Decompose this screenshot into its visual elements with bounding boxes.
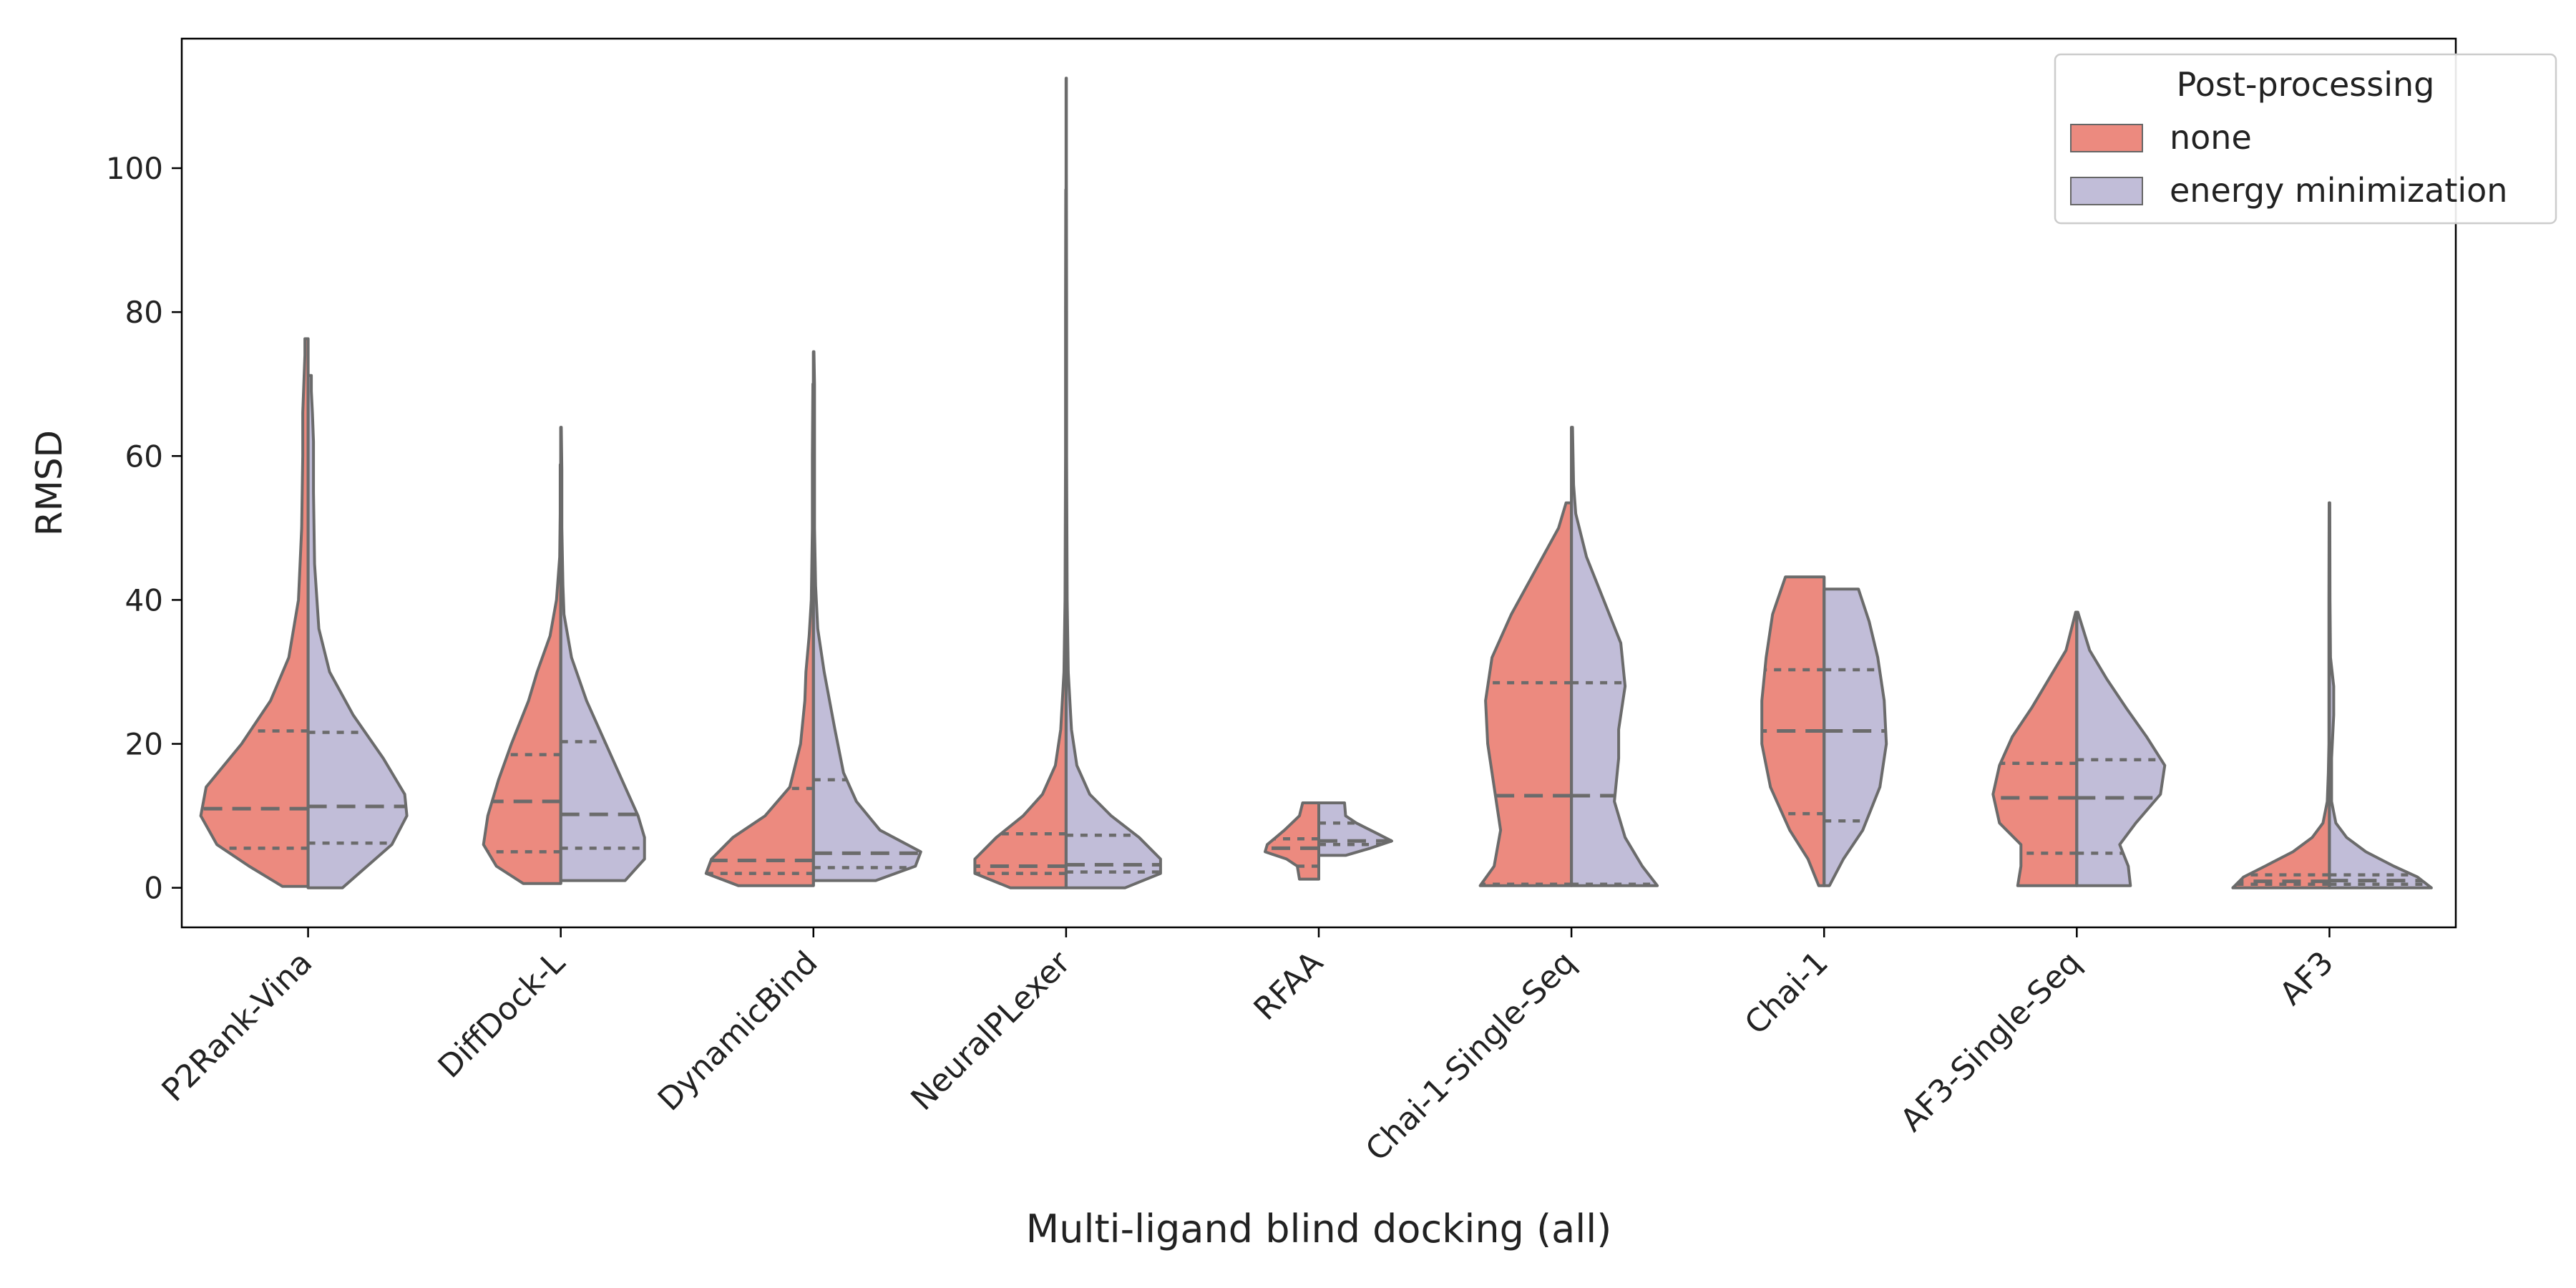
violin-af3-single-seq-none [1991,610,2079,887]
legend-box [2054,53,2557,225]
legend-swatch-none [2070,124,2143,152]
y-tick-label-20: 20 [125,727,163,762]
violin-p2rank-vina-none [199,337,310,888]
violin-p2rank-vina-energy-minimization [306,374,409,889]
violin-layer [199,77,2433,889]
violin-chai-1-single-seq-energy-minimization [1570,426,1659,887]
violin-af3-single-seq-energy-minimization [2075,610,2167,887]
y-tick-label-0: 0 [144,871,163,906]
x-axis-label: Multi-ligand blind docking (all) [1026,1206,1612,1252]
y-axis: 0 20 40 60 80 100 [106,151,182,906]
legend: Post-processing none energy minimization [2054,53,2557,225]
legend-title: Post-processing [2177,65,2435,104]
violin-chai-1-single-seq-none [1478,501,1574,887]
legend-label-energy-minimization: energy minimization [2170,171,2507,210]
y-tick-label-80: 80 [125,295,163,330]
legend-swatch-energy-minimization [2070,177,2143,205]
y-tick-label-60: 60 [125,439,163,474]
y-axis-label: RMSD [29,430,70,536]
violin-chai-1-energy-minimization [1823,587,1888,887]
y-tick-label-100: 100 [106,151,163,186]
legend-label-none: none [2170,118,2252,157]
y-tick-label-40: 40 [125,582,163,618]
